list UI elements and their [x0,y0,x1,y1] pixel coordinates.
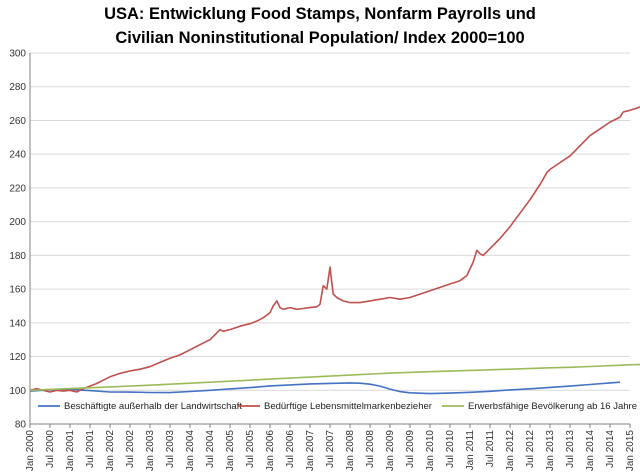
x-tick-label: Jul 2009 [405,430,416,468]
x-tick-label: Jan 2003 [145,430,156,472]
y-tick-label: 120 [9,352,26,363]
legend-label-1: Beschäftigte außerhalb der Landwirtschaf… [64,401,242,412]
x-tick-label: Jan 2005 [225,430,236,472]
x-tick-label: Jul 2005 [245,430,256,468]
x-tick-label: Jul 2000 [45,430,56,468]
y-tick-label: 200 [9,217,26,228]
y-tick-label: 100 [9,386,26,397]
x-tick-label: Jan 2011 [465,430,476,471]
y-tick-label: 240 [9,150,26,161]
series-lines [29,106,640,395]
x-tick-label: Jul 2006 [285,430,296,468]
y-tick-label: 160 [9,285,26,296]
x-tick-label: Jan 2001 [65,430,76,472]
series-line-3 [29,363,640,392]
x-tick-label: Jan 2002 [105,430,116,472]
y-tick-label: 300 [9,49,26,60]
x-axis-ticks: Jan 2000 Jul 2000 Jan 2001 Jul 2001 Jan 2002… [25,424,636,471]
y-tick-label: 260 [9,116,26,127]
x-tick-label: Jan 2014 [585,430,596,472]
x-tick-label: Jul 2010 [445,430,456,468]
x-tick-label: Jul 2012 [525,430,536,468]
x-tick-label: Jan 2004 [185,430,196,472]
y-tick-label: 80 [15,420,27,431]
x-tick-label: Jul 2014 [605,430,616,468]
x-tick-label: Jan 2012 [505,430,516,472]
series-line-1 [29,381,621,395]
x-tick-label: Jul 2011 [485,430,496,468]
x-tick-label: Jan 2007 [305,430,316,472]
x-tick-label: Jan 2013 [545,430,556,472]
y-tick-label: 140 [9,318,26,329]
x-tick-label: Jul 2001 [85,430,96,468]
x-tick-label: Jan 2000 [25,430,36,472]
x-tick-label: Jan 2015 [625,430,636,472]
x-tick-label: Jan 2006 [265,430,276,472]
x-tick-label: Jul 2008 [365,430,376,468]
x-tick-label: Jan 2008 [345,430,356,472]
x-tick-label: Jul 2007 [325,430,336,468]
legend-label-2: Bedürftige Lebensmittelmarkenbezieher [264,401,432,412]
x-tick-label: Jul 2003 [165,430,176,468]
grid-lines [29,52,630,425]
y-tick-label: 220 [9,183,26,194]
y-tick-label: 180 [9,251,26,262]
x-tick-label: Jan 2009 [385,430,396,472]
series-line-2 [29,106,640,393]
x-tick-label: Jul 2002 [125,430,136,468]
x-tick-label: Jul 2013 [565,430,576,468]
y-axis-ticks: 80 100 120 140 160 180 200 220 240 260 280 300 [9,49,26,431]
x-tick-label: Jan 2010 [425,430,436,472]
legend: Beschäftigte außerhalb der Landwirtschaf… [38,401,637,412]
legend-label-3: Erwerbsfähige Bevölkerung ab 16 Jahre [468,401,637,412]
chart-title-line-1: USA: Entwicklung Food Stamps, Nonfarm Pa… [104,5,536,23]
x-tick-label: Jul 2004 [205,430,216,468]
chart-title-line-2: Civilian Noninstitutional Population/ In… [115,29,525,47]
y-tick-label: 280 [9,82,26,93]
